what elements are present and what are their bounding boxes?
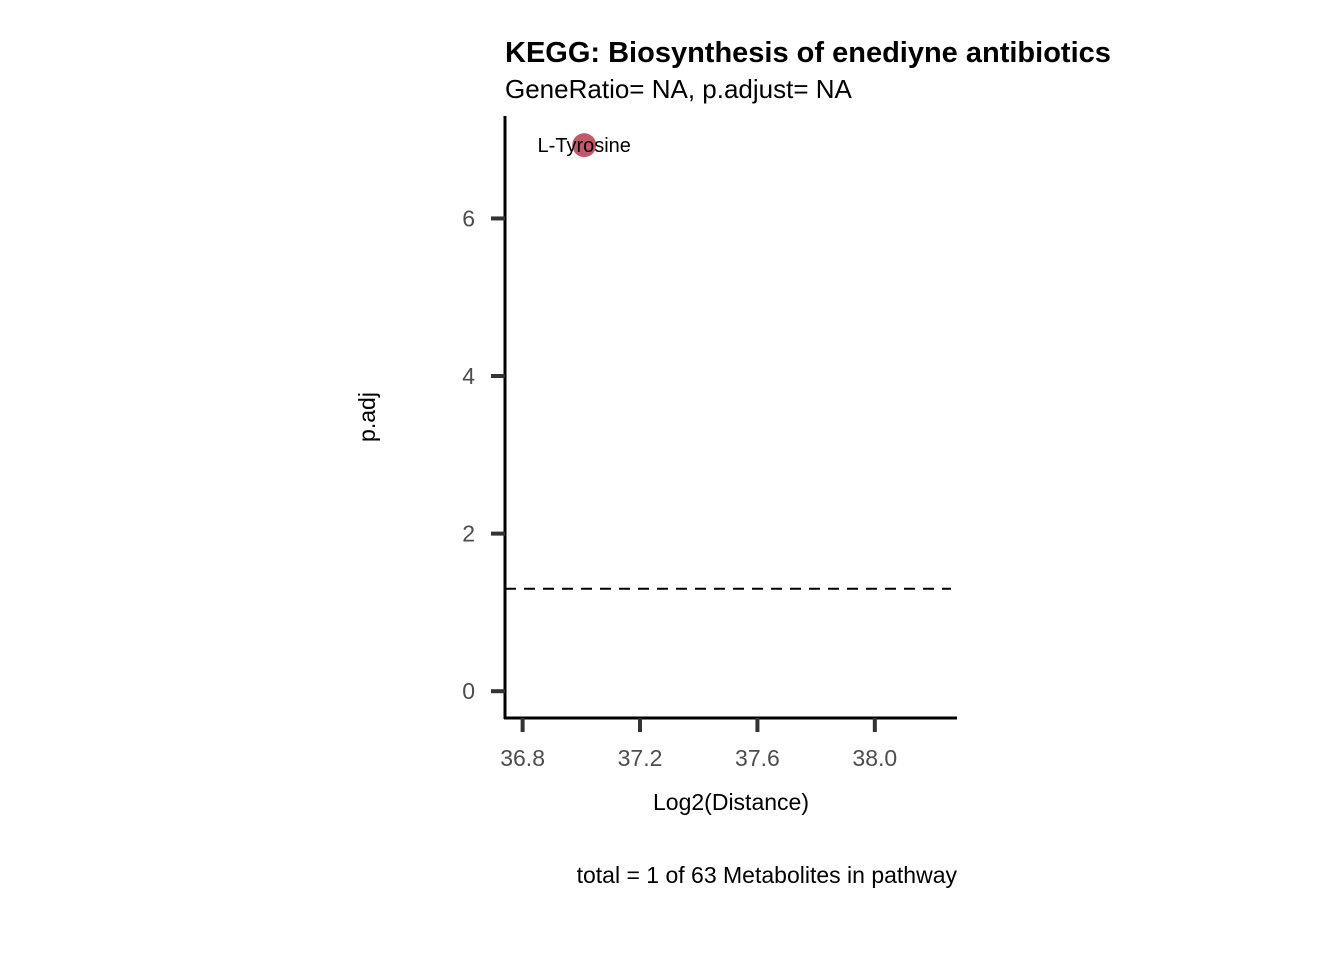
x-axis-title: Log2(Distance) [653, 789, 809, 815]
y-tick-label: 0 [462, 678, 475, 704]
y-tick-label: 4 [462, 363, 475, 389]
x-tick-label: 37.6 [735, 745, 780, 771]
data-point-label: L-Tyrosine [538, 135, 631, 157]
data-point [572, 133, 597, 158]
y-axis-title: p.adj [354, 392, 380, 442]
chart-subtitle: GeneRatio= NA, p.adjust= NA [505, 74, 853, 104]
plot-area: 0 2 4 6 36.8 37.2 37.6 38.0 L-Tyrosine [462, 116, 957, 771]
y-tick-label: 2 [462, 521, 475, 547]
x-tick-label: 36.8 [500, 745, 545, 771]
x-tick-label: 38.0 [852, 745, 897, 771]
x-tick-label: 37.2 [618, 745, 663, 771]
y-tick-label: 6 [462, 205, 475, 231]
chart-caption: total = 1 of 63 Metabolites in pathway [577, 862, 958, 888]
chart-title: KEGG: Biosynthesis of enediyne antibioti… [505, 37, 1111, 69]
